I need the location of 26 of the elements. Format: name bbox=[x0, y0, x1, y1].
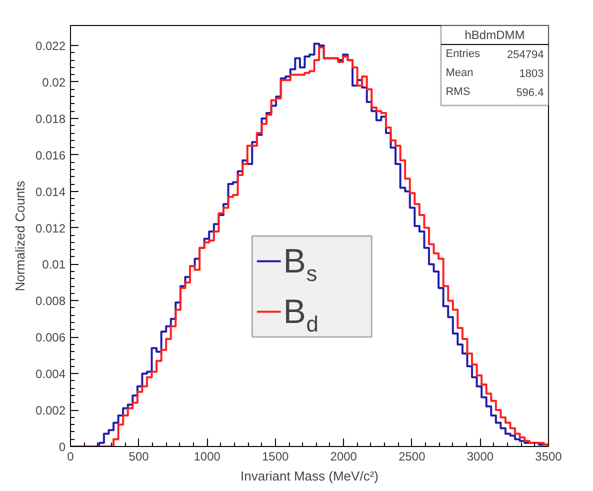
text: Mean 1803 bbox=[446, 66, 544, 80]
x-tick-label: 2500 bbox=[398, 450, 426, 464]
y-tick-label: 0.002 bbox=[35, 404, 66, 418]
y-axis-title: Normalized Counts bbox=[12, 180, 28, 292]
x-tick-label: 1500 bbox=[262, 450, 290, 464]
x-tick-label: 500 bbox=[128, 450, 150, 464]
x-tick-label: 0 bbox=[67, 450, 74, 464]
x-tick-label: 3000 bbox=[466, 450, 494, 464]
y-tick-label: 0.016 bbox=[35, 148, 66, 162]
y-tick-label: 0.006 bbox=[35, 330, 66, 345]
y-tick-label: 0.008 bbox=[35, 294, 66, 308]
x-tick-label: 2000 bbox=[330, 450, 358, 464]
y-tick-label: 0.004 bbox=[35, 367, 66, 382]
x-tick-label: 1000 bbox=[194, 450, 221, 464]
y-tick-label: 0 bbox=[58, 440, 66, 454]
text: Entries 254794 bbox=[446, 48, 544, 61]
y-tick-label: 0.02 bbox=[42, 76, 66, 90]
y-tick-label: 0.022 bbox=[35, 39, 66, 54]
x-axis-title: Invariant Mass (MeV/c²) bbox=[240, 468, 378, 484]
y-tick-label: 0.018 bbox=[35, 112, 66, 126]
text: RMS 596.4 bbox=[446, 86, 544, 99]
annotation: hBdmDMM bbox=[464, 28, 525, 42]
y-tick-label: 0.014 bbox=[35, 184, 66, 199]
y-tick-label: 0.012 bbox=[35, 221, 66, 236]
y-tick-label: 0.01 bbox=[42, 258, 66, 272]
x-tick-label: 3500 bbox=[535, 450, 562, 464]
